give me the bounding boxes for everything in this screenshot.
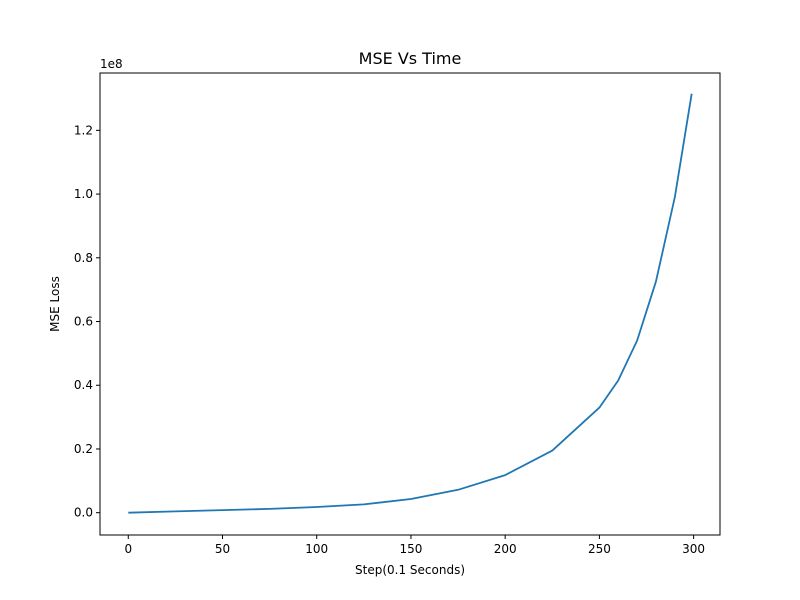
plot-frame: [99, 72, 721, 536]
x-tick-label: 200: [494, 542, 517, 556]
x-tick-label: 100: [305, 542, 328, 556]
y-tick-label: 0.6: [74, 315, 93, 329]
x-tick-label: 300: [682, 542, 705, 556]
y-tick-label: 1.0: [74, 187, 93, 201]
series-line-0: [128, 93, 693, 514]
plot-area: [128, 93, 693, 514]
y-tick-label: 0.8: [74, 251, 93, 265]
y-tick-label: 1.2: [74, 123, 93, 137]
x-tick-label: 250: [588, 542, 611, 556]
chart-title: MSE Vs Time: [359, 49, 462, 68]
y-axis: 0.0 0.2 0.4 0.6 0.8 1.0 1.2: [74, 123, 100, 520]
x-tick-label: 0: [124, 542, 132, 556]
x-tick-label: 50: [215, 542, 230, 556]
y-tick-label: 0.0: [74, 506, 93, 520]
y-offset-label: 1e8: [100, 57, 123, 71]
x-axis-label: Step(0.1 Seconds): [355, 563, 465, 577]
x-axis: 0 50 100 150 200 250 300: [124, 535, 705, 556]
y-tick-label: 0.2: [74, 442, 93, 456]
y-tick-label: 0.4: [74, 378, 93, 392]
x-tick-label: 150: [399, 542, 422, 556]
y-axis-label: MSE Loss: [48, 276, 62, 332]
